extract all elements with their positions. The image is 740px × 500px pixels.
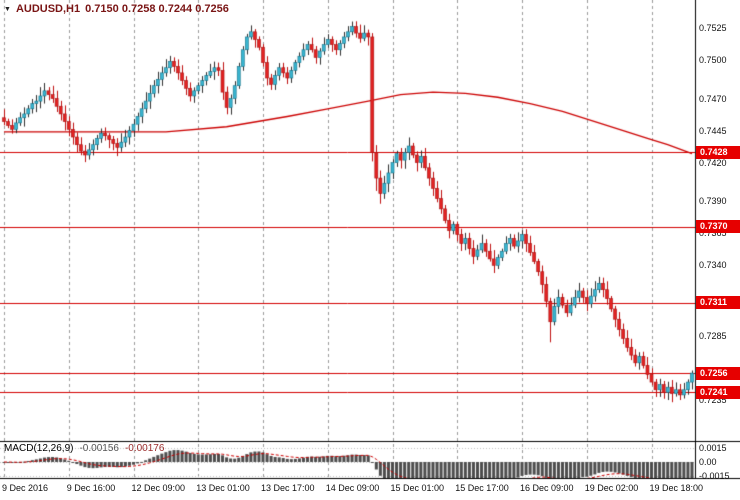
time-axis-label: 15 Dec 01:00 xyxy=(390,483,445,493)
price-axis-label: 0.7420 xyxy=(699,157,727,168)
macd-axis-label: -0.0015 xyxy=(699,470,730,481)
price-line-badge: 0.7241 xyxy=(696,385,740,399)
price-line-badge: 0.7256 xyxy=(696,366,740,380)
symbol-timeframe-label: AUDUSD,H1 xyxy=(15,3,81,15)
price-axis-label: 0.7285 xyxy=(699,330,727,341)
time-axis-label: 9 Dec 2016 xyxy=(2,483,49,493)
time-axis-label: 16 Dec 09:00 xyxy=(520,483,574,493)
price-line-badge: 0.7311 xyxy=(696,296,740,310)
price-line-badge: 0.7370 xyxy=(696,220,740,234)
time-axis-label: 14 Dec 09:00 xyxy=(325,483,380,493)
macd-main-value: -0.00156 xyxy=(79,443,119,454)
time-axis-label: 19 Dec 18:00 xyxy=(649,483,704,493)
price-axis-label: 0.7390 xyxy=(699,196,727,207)
macd-name-label: MACD(12,26,9) xyxy=(4,443,74,454)
macd-axis-label: 0.00 xyxy=(699,457,717,467)
symbol-ohlc-header: ▼ AUDUSD,H1 0.7150 0.7258 0.7244 0.7256 xyxy=(4,3,229,15)
price-axis-label: 0.7235 xyxy=(699,395,727,406)
chart-marker-icon: ▼ xyxy=(4,5,11,13)
macd-indicator-header: MACD(12,26,9) -0.00156 -0.00176 xyxy=(4,443,164,454)
price-axis-label: 0.7445 xyxy=(699,125,727,136)
macd-axis-label: 0.0015 xyxy=(699,443,727,453)
time-axis-label: 13 Dec 17:00 xyxy=(261,483,315,493)
time-axis-label: 15 Dec 17:00 xyxy=(455,483,509,493)
price-axis-label: 0.7340 xyxy=(699,260,727,271)
time-axis-label: 9 Dec 16:00 xyxy=(66,483,116,493)
price-axis-label: 0.7470 xyxy=(699,93,727,104)
price-axis-label: 0.7500 xyxy=(699,55,727,66)
time-axis-label: 19 Dec 02:00 xyxy=(584,483,639,493)
time-axis-label: 13 Dec 01:00 xyxy=(196,483,250,493)
time-axis-label: 12 Dec 09:00 xyxy=(131,483,186,493)
price-line-badge: 0.7428 xyxy=(696,145,740,159)
price-axis-label: 0.7525 xyxy=(699,22,727,33)
ohlc-values-label: 0.7150 0.7258 0.7244 0.7256 xyxy=(85,3,229,15)
macd-signal-value: -0.00176 xyxy=(124,443,165,454)
